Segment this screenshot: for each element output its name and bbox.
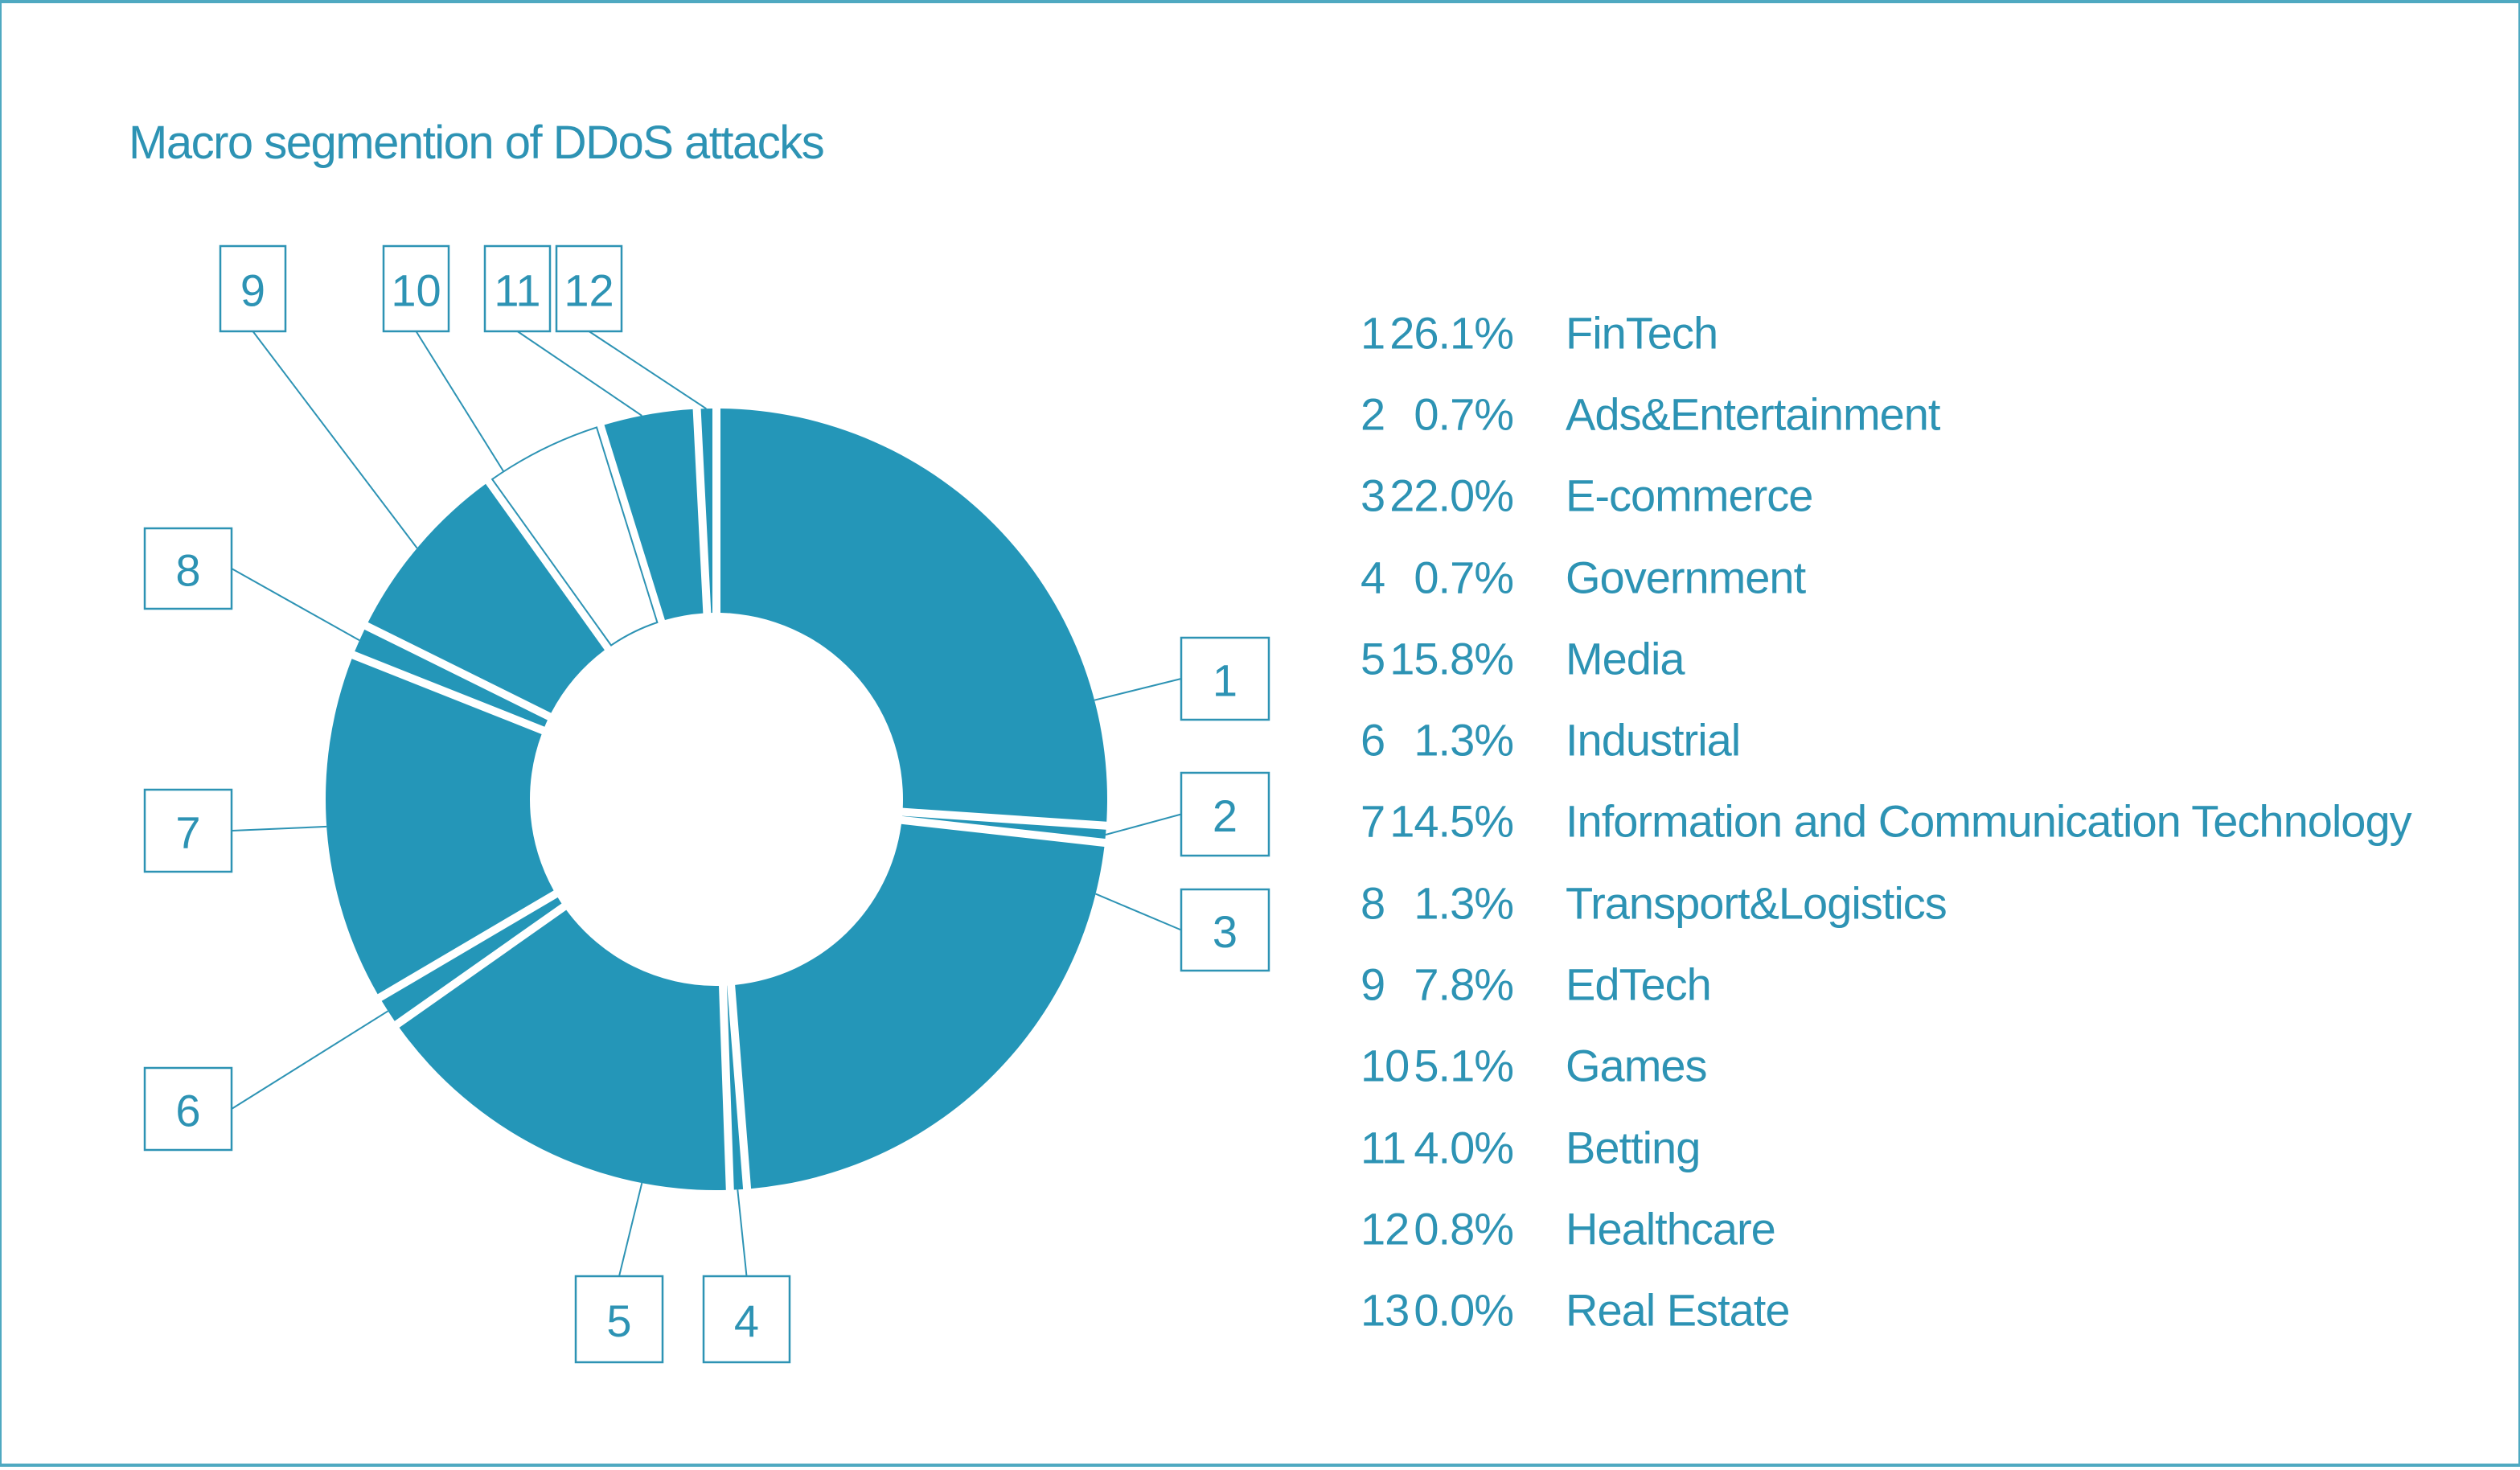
callout-line-11	[518, 331, 642, 416]
callout-line-12	[589, 331, 707, 409]
callout-line-3	[1096, 894, 1181, 930]
legend-percent: 0.8%	[1361, 1202, 1513, 1254]
callout-number-10: 10	[391, 265, 441, 316]
legend-label: Information and Communication Technology	[1566, 795, 2411, 848]
callout-line-9	[253, 331, 417, 548]
legend-percent: 26.1%	[1361, 306, 1513, 359]
callout-number-8: 8	[175, 545, 200, 596]
legend-percent: 0.7%	[1361, 388, 1513, 440]
callout-line-7	[232, 827, 326, 831]
donut-slice-3	[735, 824, 1104, 1189]
callout-number-2: 2	[1213, 790, 1237, 841]
callout-line-4	[737, 1189, 746, 1276]
legend-label: EdTech	[1566, 959, 1711, 1011]
legend-label: Transport&Logistics	[1566, 877, 1947, 929]
callout-number-12: 12	[564, 265, 614, 316]
legend-percent: 22.0%	[1361, 470, 1513, 522]
legend-label: Government	[1566, 551, 1805, 603]
legend-label: FinTech	[1566, 306, 1718, 359]
legend-label: Industrial	[1566, 714, 1740, 766]
callout-number-6: 6	[175, 1086, 200, 1136]
callout-number-1: 1	[1213, 655, 1237, 706]
callout-number-9: 9	[240, 265, 265, 316]
legend-percent: 4.0%	[1361, 1121, 1513, 1173]
callout-number-11: 11	[494, 265, 540, 316]
legend-label: E-commerce	[1566, 470, 1812, 522]
callout-line-2	[1106, 815, 1181, 836]
legend-percent: 0.7%	[1361, 551, 1513, 603]
legend-label: Games	[1566, 1040, 1707, 1092]
legend-label: Betting	[1566, 1121, 1700, 1173]
callout-number-5: 5	[606, 1295, 631, 1346]
legend-percent: 14.5%	[1361, 795, 1513, 848]
callout-line-8	[232, 569, 359, 640]
legend-percent: 7.8%	[1361, 959, 1513, 1011]
donut-slice-1	[720, 409, 1107, 822]
legend-percent: 1.3%	[1361, 714, 1513, 766]
callout-number-4: 4	[734, 1295, 759, 1346]
legend-percent: 0.0%	[1361, 1284, 1513, 1337]
legend-percent: 15.8%	[1361, 632, 1513, 684]
legend-label: Healthcare	[1566, 1202, 1775, 1254]
legend-label: Media	[1566, 632, 1685, 684]
callout-line-5	[619, 1183, 642, 1276]
donut-slice-12	[701, 409, 712, 613]
callout-line-10	[417, 331, 504, 471]
callout-number-3: 3	[1213, 906, 1237, 957]
legend-label: Ads&Entertainment	[1566, 388, 1939, 440]
legend-label: Real Estate	[1566, 1284, 1790, 1337]
callout-line-1	[1094, 679, 1181, 700]
legend-percent: 5.1%	[1361, 1040, 1513, 1092]
donut-slices	[326, 409, 1107, 1190]
legend-percent: 1.3%	[1361, 877, 1513, 929]
callout-line-6	[232, 1011, 388, 1109]
callout-number-7: 7	[175, 807, 200, 858]
